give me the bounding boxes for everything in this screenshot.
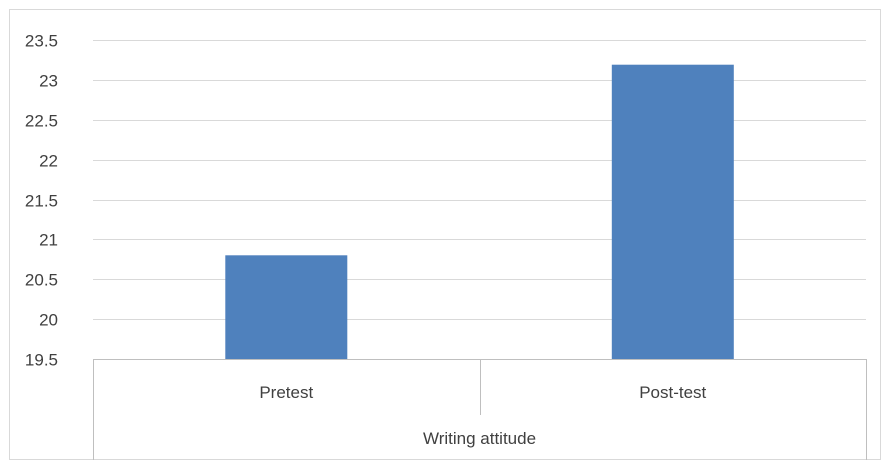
- y-tick-label: 21.5: [25, 192, 58, 211]
- y-tick-label: 20.5: [25, 271, 58, 290]
- tick-labels: 19.5 20 20.5 21 21.5 22 22.5 23 23.5 Pretest Post-…: [25, 32, 707, 449]
- x-tick-label: Post-test: [639, 383, 706, 402]
- chart-frame: [9, 9, 881, 460]
- y-tick-label: 22.5: [25, 112, 58, 131]
- bar-post-test: [611, 64, 734, 359]
- gridlines: [93, 40, 866, 320]
- category-group-label: Writing attitude: [423, 429, 536, 448]
- y-tick-label: 23.5: [25, 32, 58, 51]
- y-tick-label: 21: [39, 231, 58, 250]
- y-tick-label: 20: [39, 311, 58, 330]
- y-tick-label: 22: [39, 152, 58, 171]
- axes: [93, 359, 867, 460]
- x-tick-label: Pretest: [259, 383, 313, 402]
- y-tick-label: 23: [39, 72, 58, 91]
- y-tick-label: 19.5: [25, 351, 58, 370]
- bar-pretest: [225, 255, 348, 359]
- bars: [225, 64, 734, 359]
